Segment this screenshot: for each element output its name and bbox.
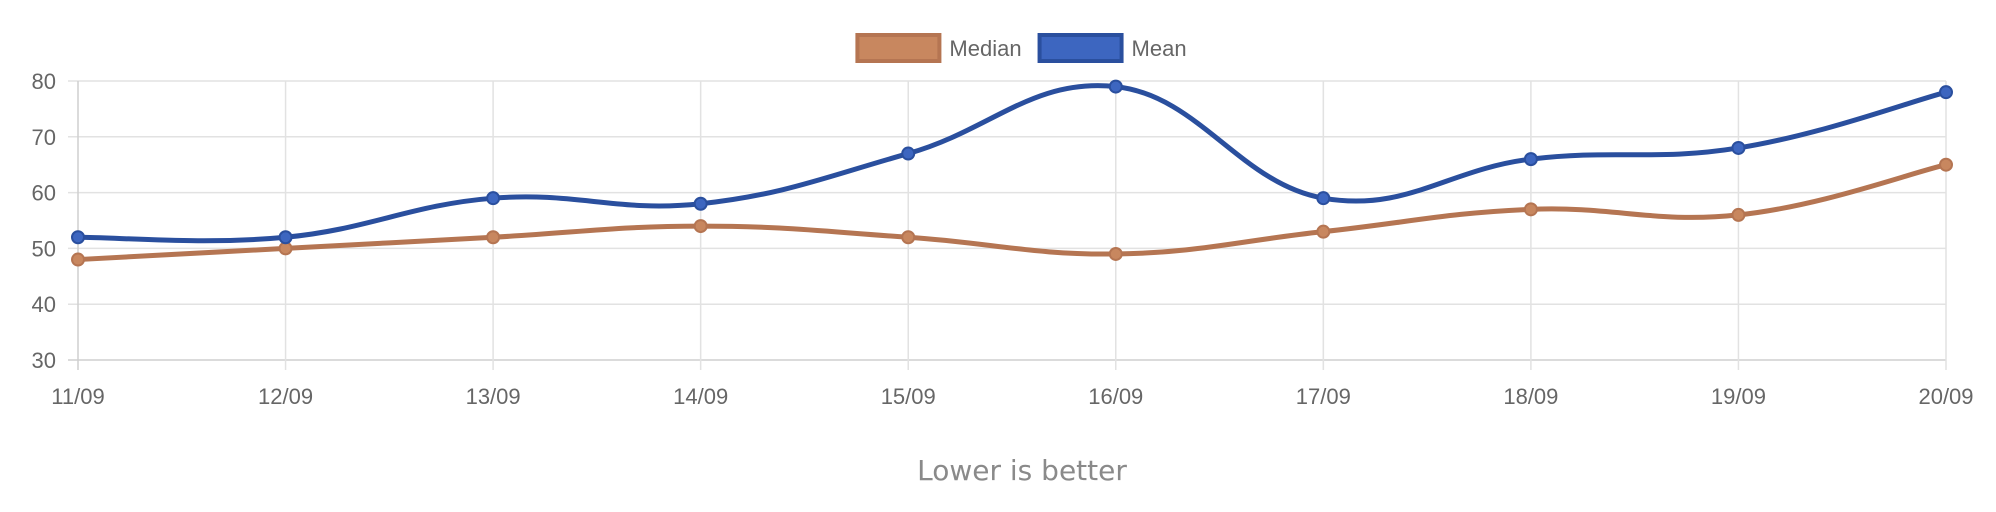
legend-label-median: Median [949,36,1021,61]
x-tick-label-19/09: 19/09 [1711,384,1766,409]
data-point-mean-13/09[interactable] [486,191,501,206]
data-point-median-11/09[interactable] [71,252,85,267]
data-point-mean-20/09[interactable] [1939,85,1953,100]
legend-label-mean: Mean [1132,36,1187,61]
legend-swatch-median [855,33,942,63]
y-tick-label-30: 30 [32,348,56,373]
series-line-median [75,162,1949,263]
data-point-mean-18/09[interactable] [1523,152,1538,167]
data-point-mean-19/09[interactable] [1731,140,1746,155]
x-tick-label-14/09: 14/09 [673,384,728,409]
data-point-median-14/09[interactable] [693,219,708,234]
y-tick-label-50: 50 [32,236,56,261]
chart-note: Lower is better [917,454,1127,487]
legend-swatch-mean [1037,33,1124,63]
y-tick-label-60: 60 [32,181,56,206]
x-tick-label-16/09: 16/09 [1088,384,1143,409]
legend-item-mean[interactable]: Mean [1037,33,1187,63]
x-tick-label-15/09: 15/09 [881,384,936,409]
series-line-mean [75,83,1949,244]
y-tick-label-70: 70 [32,125,56,150]
axis-layer: 30 40 50 60 70 80 11/09 12/09 13/09 14/09 15/09 16/… [32,69,1974,409]
data-point-mean-17/09[interactable] [1316,191,1331,206]
y-tick-label-40: 40 [32,292,56,317]
data-point-median-15/09[interactable] [901,230,916,245]
legend-item-median[interactable]: Median [855,33,1022,63]
x-tick-label-18/09: 18/09 [1503,384,1558,409]
data-point-mean-15/09[interactable] [901,146,916,161]
x-tick-label-17/09: 17/09 [1296,384,1351,409]
legend[interactable]: Median Mean [855,33,1187,63]
x-tick-label-13/09: 13/09 [466,384,521,409]
data-point-median-20/09[interactable] [1939,157,1953,172]
data-point-median-17/09[interactable] [1316,224,1331,239]
data-point-median-19/09[interactable] [1731,207,1746,222]
x-tick-label-11/09: 11/09 [51,384,104,409]
data-point-mean-12/09[interactable] [278,230,293,245]
series-layer [71,79,1953,267]
data-point-mean-14/09[interactable] [693,196,708,211]
data-point-median-13/09[interactable] [486,230,501,245]
y-tick-label-80: 80 [32,69,56,94]
data-point-mean-11/09[interactable] [71,230,85,245]
x-tick-label-20/09: 20/09 [1918,384,1973,409]
data-point-mean-16/09[interactable] [1108,79,1123,94]
data-point-median-18/09[interactable] [1523,202,1538,217]
x-tick-label-12/09: 12/09 [258,384,313,409]
data-point-median-16/09[interactable] [1108,246,1123,261]
